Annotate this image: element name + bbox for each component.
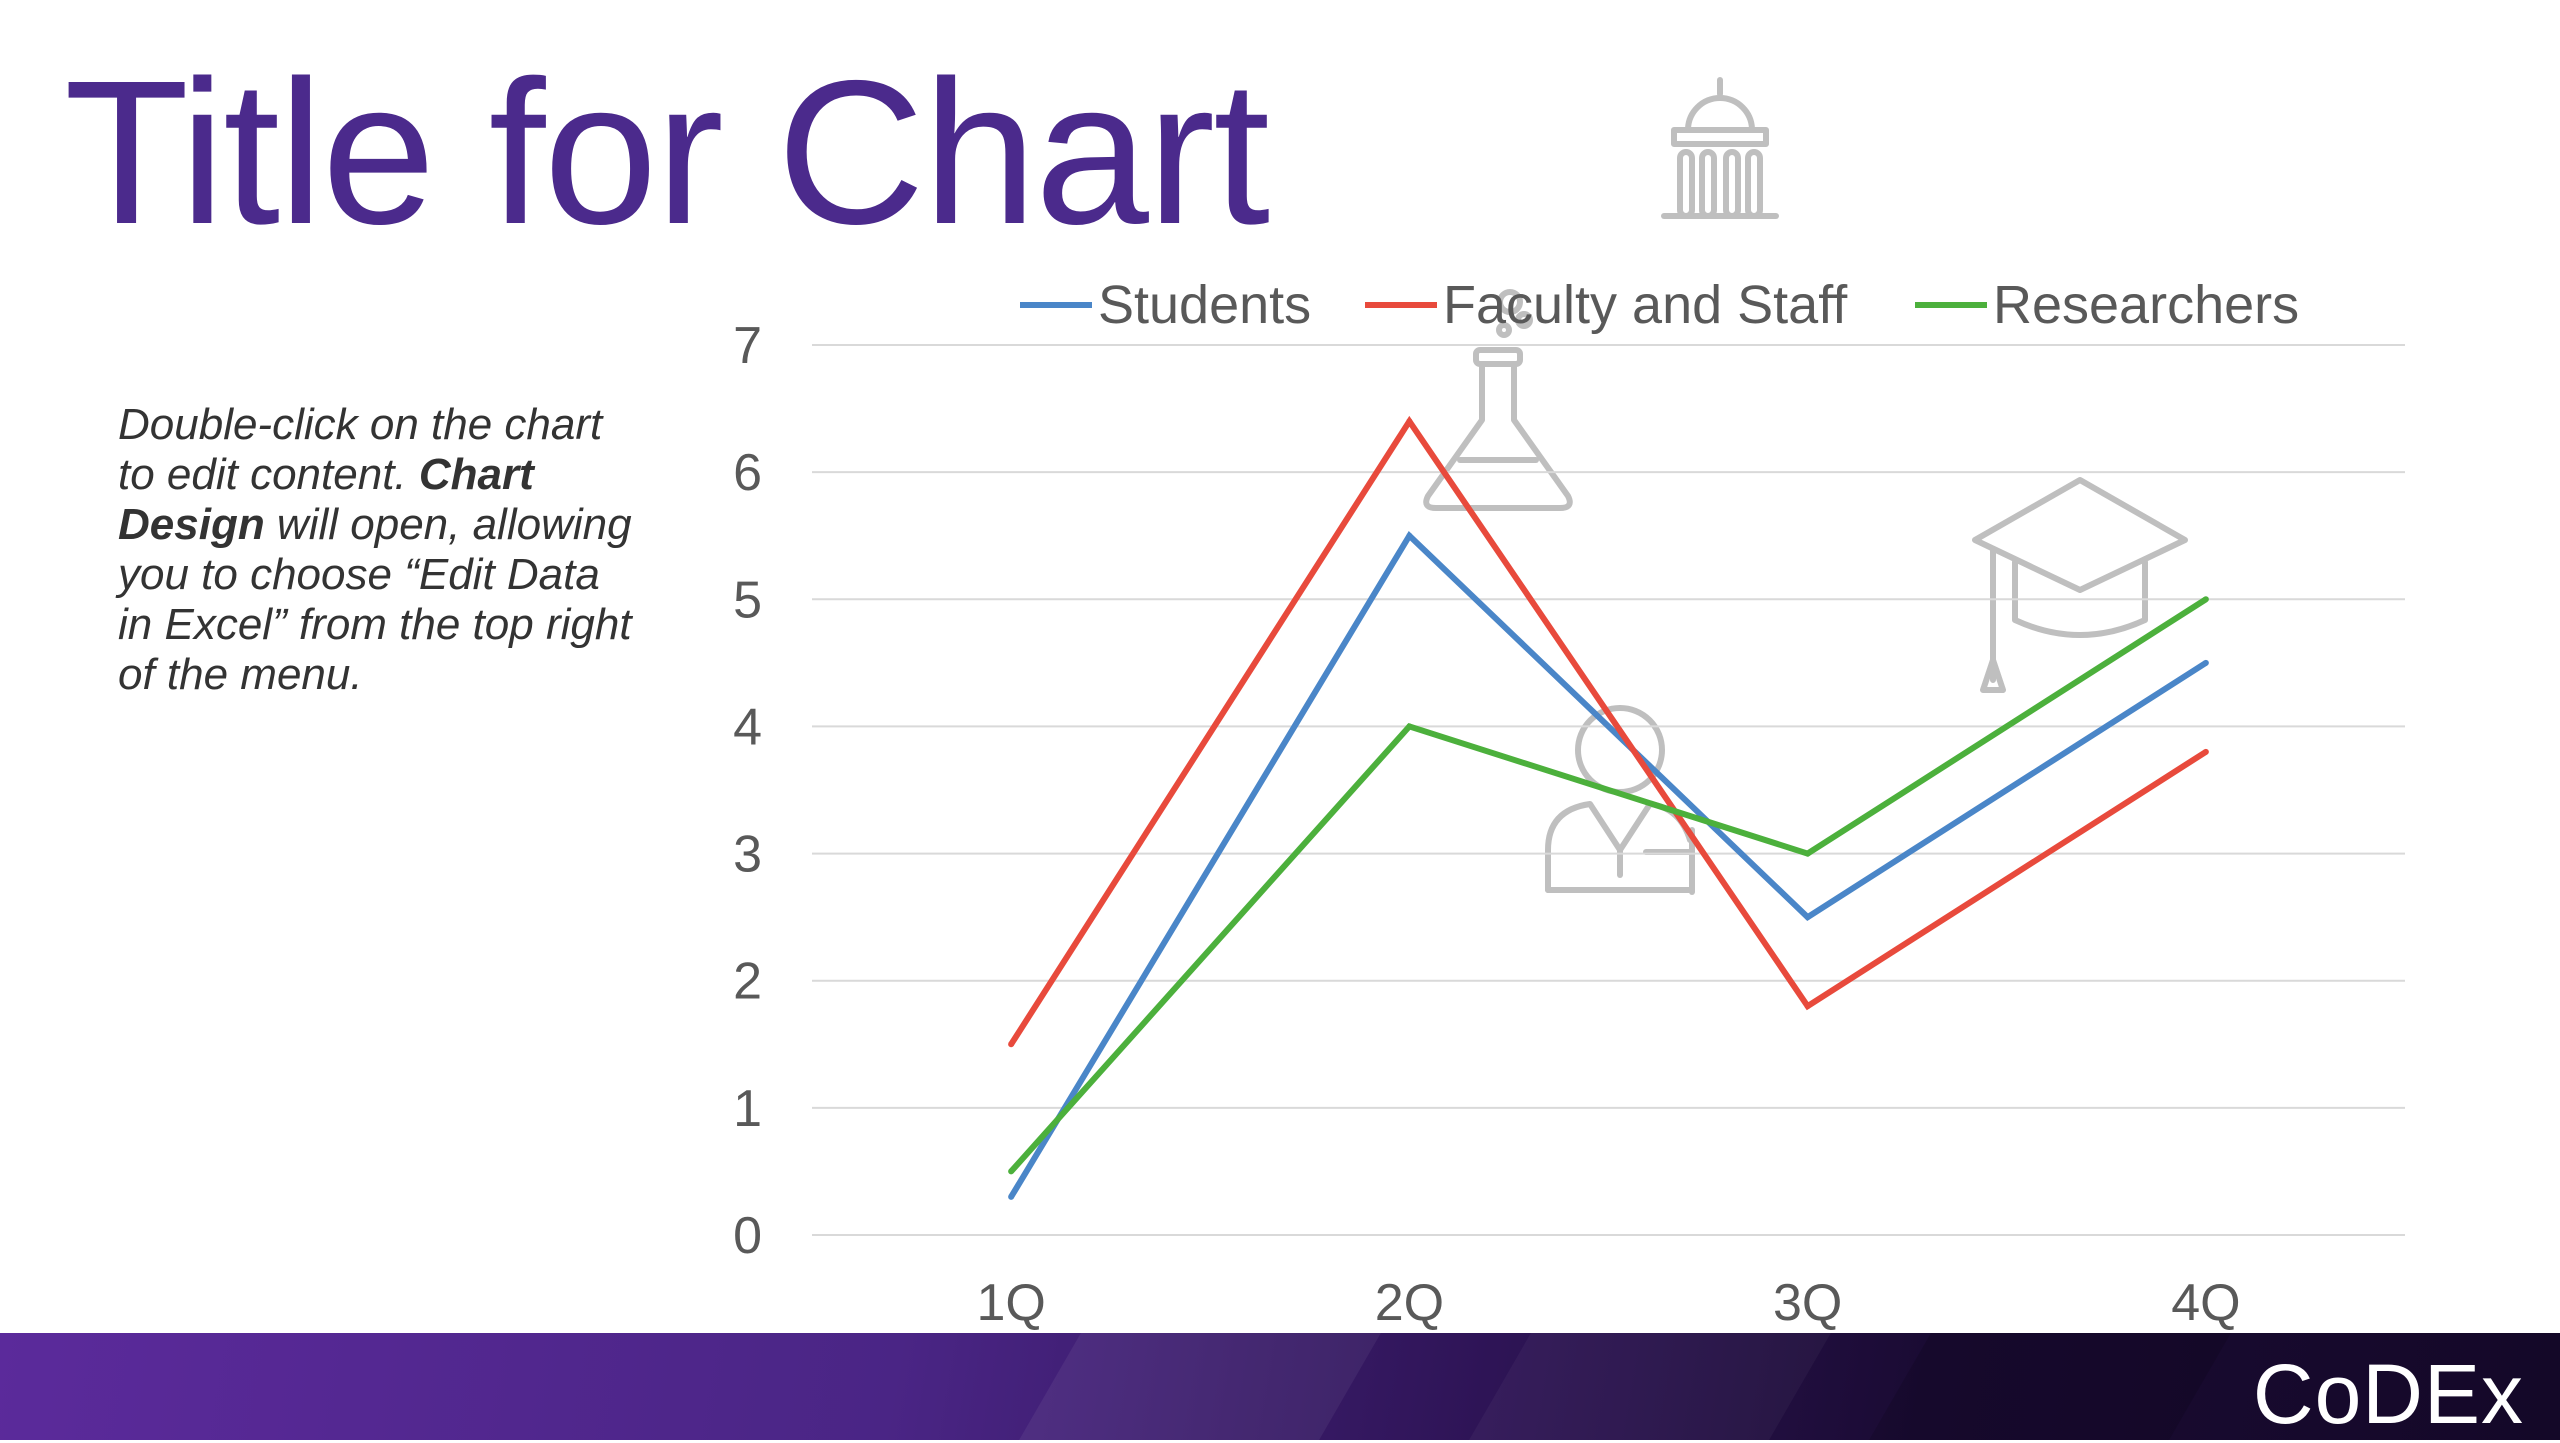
data-point[interactable]: [1406, 532, 1413, 539]
series-line-students[interactable]: [1008, 530, 2208, 1199]
data-point[interactable]: [1406, 418, 1413, 425]
chemistry-flask-icon: [1423, 289, 1573, 511]
legend-label: Researchers: [1993, 275, 2299, 335]
series-line-researchers[interactable]: [1008, 596, 2208, 1174]
y-tick-label: 7: [733, 317, 762, 375]
legend-label: Faculty and Staff: [1443, 275, 1848, 335]
researcher-person-icon: [1545, 705, 1695, 895]
brand-logo: CoDEx: [2252, 1347, 2524, 1441]
legend-item[interactable]: Researchers: [1915, 275, 2299, 335]
university-building-icon: [1661, 77, 1779, 219]
data-point[interactable]: [1804, 914, 1811, 921]
data-point[interactable]: [2202, 596, 2209, 603]
data-point[interactable]: [2202, 748, 2209, 755]
y-tick-label: 2: [733, 953, 762, 1011]
y-tick-label: 6: [733, 444, 762, 502]
data-point[interactable]: [2202, 659, 2209, 666]
chart-series: [1008, 415, 2209, 1200]
x-tick-label: 1Q: [976, 1274, 1045, 1332]
legend-item[interactable]: Students: [1020, 275, 1311, 335]
data-point[interactable]: [1804, 1003, 1811, 1010]
legend-label: Students: [1098, 275, 1311, 335]
chart-legend[interactable]: Students Faculty and Staff Researchers: [1020, 275, 2299, 335]
x-axis: 1Q 2Q 3Q 4Q: [976, 1274, 2240, 1332]
y-tick-label: 5: [733, 571, 762, 629]
graduation-cap-icon: [1972, 477, 2188, 693]
instructions-text: Double-click on the chart to edit conten…: [118, 400, 603, 499]
slide-title: Title for Chart: [64, 38, 1270, 267]
y-tick-label: 3: [733, 826, 762, 884]
x-tick-label: 4Q: [2171, 1274, 2240, 1332]
data-point[interactable]: [1008, 1193, 1015, 1200]
series-line-faculty-and-staff[interactable]: [1008, 415, 2208, 1046]
chart-instructions: Double-click on the chart to edit conten…: [118, 400, 638, 700]
legend-item[interactable]: Faculty and Staff: [1365, 275, 1848, 335]
data-point[interactable]: [1008, 1041, 1015, 1048]
y-tick-label: 1: [733, 1080, 762, 1138]
x-tick-label: 2Q: [1375, 1274, 1444, 1332]
chart-gridlines: [812, 344, 2405, 1236]
data-point[interactable]: [1406, 723, 1413, 730]
x-tick-label: 3Q: [1773, 1274, 1842, 1332]
footer-band: [0, 1333, 2560, 1440]
y-axis: 0 1 2 3 4 5 6 7: [733, 317, 762, 1265]
instructions-bold-text: Chart Design: [118, 450, 534, 549]
data-point[interactable]: [1008, 1168, 1015, 1175]
y-tick-label: 0: [733, 1207, 762, 1265]
data-point[interactable]: [1804, 850, 1811, 857]
y-tick-label: 4: [733, 698, 762, 756]
instructions-text-continued: will open, allowing you to choose “Edit …: [118, 500, 632, 699]
